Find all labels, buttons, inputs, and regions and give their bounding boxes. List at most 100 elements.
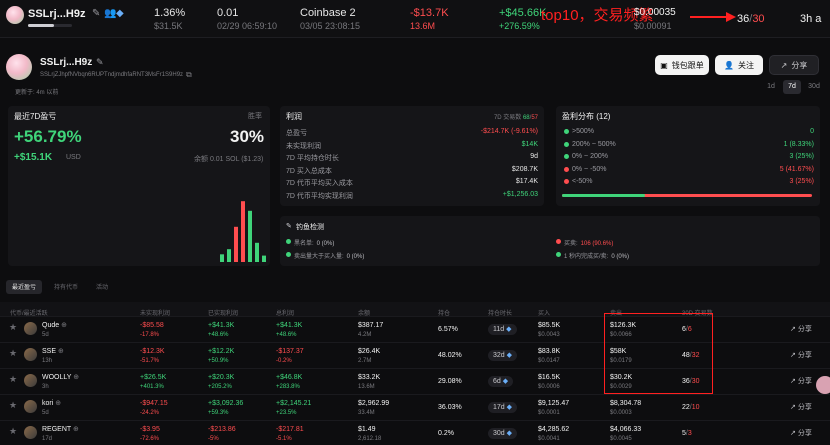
tab-recent-pnl[interactable]: 最近盈亏 [6, 280, 43, 294]
favorite-star-icon[interactable]: ★ [9, 426, 18, 436]
period-tab-1d[interactable]: 1d [767, 83, 775, 90]
top-col-2-main: Coinbase 2 [300, 7, 356, 19]
row-share-button[interactable]: ↗ 分享 [790, 377, 812, 386]
period-tab-30d[interactable]: 30d [808, 83, 820, 90]
annotation-text: top10，交易频繁 [541, 7, 654, 24]
top-summary-bar: SSLrj...H9z ✎ 👥 ◆ 1.36% $31.5K 0.01 02/29 0… [0, 0, 830, 38]
profile-share-button[interactable]: ↗ 分享 [769, 55, 819, 75]
row-share-button[interactable]: ↗ 分享 [790, 403, 812, 412]
row-share-button[interactable]: ↗ 分享 [790, 325, 812, 334]
tab-holdings[interactable]: 持有代币 [54, 285, 79, 291]
token-link-icon[interactable]: ⊕ [73, 426, 79, 433]
phishing-item: 黑名单: 0 (0%) [294, 238, 334, 247]
distribution-dot [564, 166, 569, 172]
follow-button[interactable]: 👤 关注 [715, 55, 763, 75]
tx-sell-count: 10 [691, 404, 700, 411]
top-col-4-sub: +276.59% [499, 21, 540, 31]
winrate-value: 30% [230, 127, 265, 146]
token-link-icon[interactable]: ⊕ [57, 348, 64, 355]
follow-icon: 👤 [724, 60, 734, 70]
table-row[interactable] [0, 316, 830, 342]
total-cell: -$137.37 -0.2% [276, 347, 304, 366]
duration-diamond-icon: ◆ [506, 404, 513, 411]
token-name[interactable]: kori [42, 400, 54, 407]
buy-cell: $85.5K $0.0043 [538, 321, 560, 340]
token-link-icon[interactable]: ⊕ [73, 374, 80, 381]
token-link-icon[interactable]: ⊕ [55, 400, 62, 407]
row-share-label: 分享 [797, 326, 812, 333]
share-icon: ↗ [790, 378, 796, 385]
realized-value: +$12.2K [208, 348, 235, 355]
row-share-label: 分享 [797, 378, 812, 385]
profit-tx-buy: 68 [522, 115, 530, 121]
top-col-1-sub: 02/29 06:59:10 [217, 21, 278, 31]
profile-edit-icon[interactable]: ✎ [96, 57, 104, 67]
wallet-avatar[interactable] [6, 6, 24, 24]
sell-price: $0.0179 [610, 358, 632, 364]
buy-value: $4,285.62 [538, 426, 570, 433]
unrealized-value: -$85.58 [140, 322, 164, 329]
position-cell: 6.57% [438, 325, 458, 334]
row-share-button[interactable]: ↗ 分享 [790, 351, 812, 360]
profile-address[interactable]: SSLrjZJhpfNVbqn6RUPTndjmdhfaRNT3MsFr1S9H… [40, 72, 184, 78]
realized-value: +$3,092.36 [208, 400, 244, 407]
th-tx30d: 30D 交易数 [682, 311, 713, 317]
tx-sell-count: 32 [691, 352, 700, 359]
duration-cell: 17d ◆ [488, 402, 518, 413]
tx-sell-count: 3 [687, 430, 692, 437]
token-name[interactable]: WOOLLY [42, 374, 72, 381]
token-name[interactable]: Qude [42, 322, 60, 329]
table-row[interactable] [0, 394, 830, 420]
profit-row-value: 9d [530, 153, 538, 160]
row-share-button[interactable]: ↗ 分享 [790, 429, 812, 438]
realized-pct: +205.2% [208, 384, 232, 390]
top-wallet-name[interactable]: SSLrj...H9z [28, 8, 86, 20]
profile-avatar [6, 54, 32, 80]
phishing-dot [556, 252, 561, 257]
th-balance: 余额 [358, 311, 371, 317]
profit-row-label: 7D 代币平均买入成本 [286, 180, 353, 187]
distribution-dot [564, 179, 569, 184]
side-floating-button[interactable] [816, 376, 830, 394]
profit-panel: 利润 7D 交易数 68/57 [280, 106, 544, 206]
edit-icon[interactable]: ✎ [92, 8, 101, 19]
top-col-3-sub: 13.6M [410, 21, 436, 31]
period-tab-7d[interactable]: 7d [783, 80, 801, 94]
pnl-unit: USD [66, 154, 81, 161]
table-row[interactable] [0, 342, 830, 368]
phishing-item-label: 买卖: [564, 241, 578, 247]
favorite-star-icon[interactable]: ★ [9, 374, 18, 384]
token-link-icon[interactable]: ⊕ [61, 322, 67, 329]
table-row[interactable] [0, 368, 830, 394]
wallet-copytrade-button[interactable]: ▣ 钱包跟单 [655, 55, 709, 75]
phishing-dot [286, 252, 291, 257]
balance-cell: $1.49 2,612.18 [358, 425, 381, 444]
th-token: 代币/最近活跃 [10, 311, 48, 317]
token-name[interactable]: REGENT [42, 426, 72, 433]
profit-row-value: $14K [521, 140, 538, 148]
realized-pct: +59.3% [208, 410, 229, 416]
token-age: 3h [42, 384, 49, 390]
balance-value: $26.4K [358, 348, 381, 355]
buy-price: $0.0147 [538, 358, 560, 364]
distribution-row-label: <-50% [572, 178, 593, 185]
distribution-panel: 盈利分布 (12) [556, 106, 820, 206]
sell-cell: $30.2K $0.0029 [610, 373, 632, 392]
balance-value: $387.17 [358, 322, 384, 329]
token-name[interactable]: SSE [42, 348, 57, 355]
token-icon [24, 400, 37, 413]
favorite-star-icon[interactable]: ★ [9, 400, 18, 410]
tab-activity[interactable]: 活动 [96, 285, 109, 291]
sell-price: $0.0029 [610, 384, 632, 390]
token-cell: WOOLLY ⊕ 3h [42, 373, 79, 392]
phishing-item-label: 1 秒内完成买/卖: [564, 254, 609, 260]
copy-icon[interactable]: ⧉ [186, 70, 192, 79]
favorite-star-icon[interactable]: ★ [9, 348, 18, 358]
buy-price: $0.0006 [538, 384, 560, 390]
duration-diamond-icon: ◆ [506, 430, 513, 437]
duration-value: 17d [493, 404, 505, 411]
favorite-star-icon[interactable]: ★ [9, 322, 18, 332]
balance-text: 余额 0.01 SOL ($1.23) [194, 156, 264, 163]
balance-cell: $33.2K 13.6M [358, 373, 380, 392]
table-row[interactable] [0, 420, 830, 445]
